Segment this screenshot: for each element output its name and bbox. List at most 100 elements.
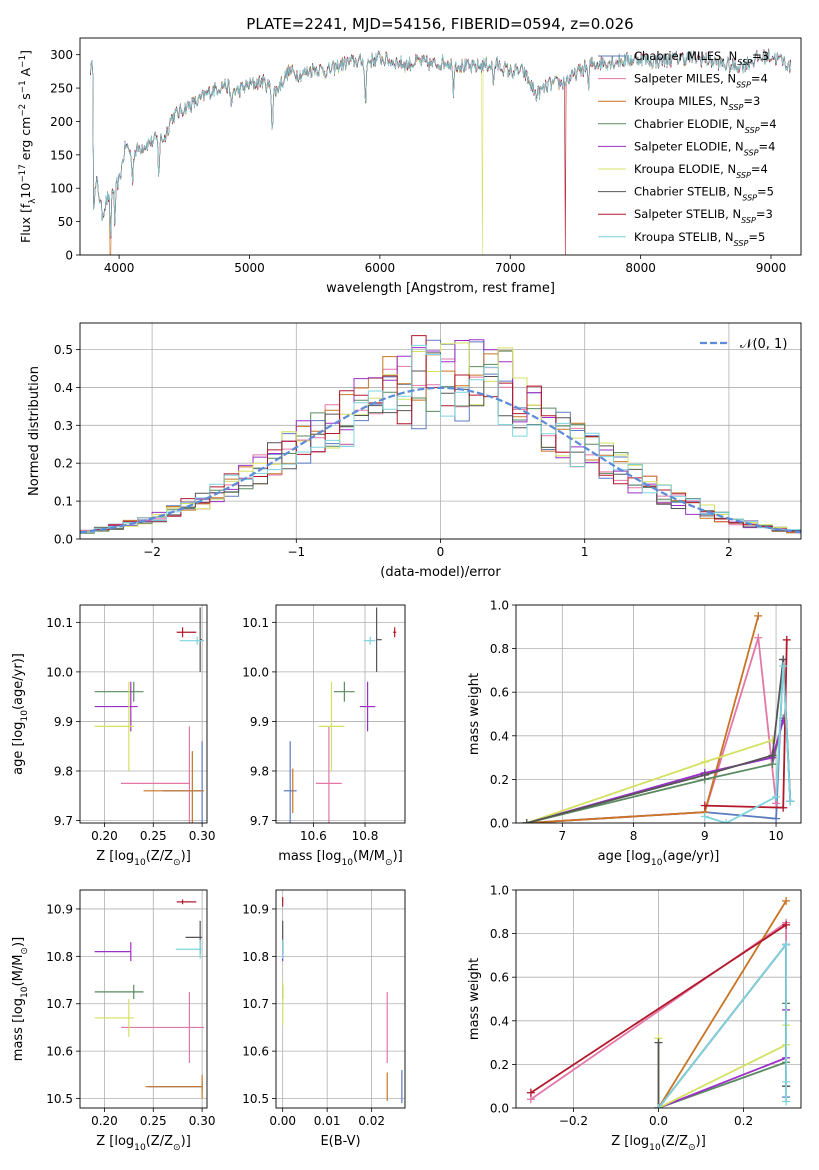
y-tick-label: 250 xyxy=(50,82,73,96)
weight-vs-age-plot-area xyxy=(522,611,795,823)
errorbar-point-6 xyxy=(199,607,203,672)
weight-vs-Z-axes: −0.2 0.0 0.2 0.0 0.2 0.4 0.6 0.8 1.0 Z [log10(Z/Z… xyxy=(467,884,802,1153)
y-tick-label: 10.5 xyxy=(242,1092,269,1106)
spectrum-ylabel-part: s xyxy=(18,93,33,104)
mass-vs-ebv-xlabel: E(B-V) xyxy=(320,1134,360,1149)
y-tick-label: 0.3 xyxy=(54,419,73,433)
age-vs-mass-xlabel-part: ⊙ xyxy=(385,858,393,868)
x-tick-label: 0.20 xyxy=(91,829,118,843)
weight-series-5 xyxy=(657,1025,787,1108)
legend-entry: Kroupa ELODIE, NSSP=4 xyxy=(634,162,768,180)
normal-reference-curve xyxy=(80,386,801,534)
weight-vs-age-xlabel-part: age [log xyxy=(598,849,651,864)
y-tick-label: 0.0 xyxy=(490,1102,509,1116)
weight-vs-age-xlabel-part: 10 xyxy=(651,858,663,868)
x-tick-label: 6000 xyxy=(365,261,396,275)
legend-entry: Salpeter ELODIE, NSSP=4 xyxy=(634,139,775,157)
legend-entry-part: SSP xyxy=(744,148,759,157)
legend-entry-part: =5 xyxy=(748,230,765,244)
y-tick-label: 0.0 xyxy=(54,533,73,547)
errorbar-point-4 xyxy=(94,681,138,732)
errorbar-point-3 xyxy=(94,984,144,999)
y-tick-label: 0.2 xyxy=(490,1058,509,1072)
x-tick-label: 7000 xyxy=(495,261,526,275)
y-tick-label: 150 xyxy=(50,148,73,162)
x-tick-label: 0.0 xyxy=(649,1114,668,1128)
legend-entry-part: =4 xyxy=(751,162,768,176)
y-tick-label: 0.6 xyxy=(490,971,509,985)
weight-series-8 xyxy=(657,941,787,1108)
spectrum-ylabel-part: Flux [f xyxy=(18,203,33,243)
age-vs-Z-xlabel-part: )] xyxy=(181,849,191,864)
errorbar-point-3 xyxy=(334,681,355,702)
x-tick-label: 0.30 xyxy=(189,829,216,843)
legend-entry-part: Salpeter STELIB, N xyxy=(634,207,741,221)
spectrum-ylabel-part: −1 xyxy=(18,80,28,93)
mass-vs-Z-xlabel-part: (Z/Z xyxy=(146,1134,173,1149)
age-vs-Z-axes: 0.20 0.25 0.309.79.89.910.010.1Z [log10(Z/… xyxy=(11,604,216,868)
x-tick-label: −0.2 xyxy=(559,1114,588,1128)
residual-histogram-plot-area xyxy=(80,335,801,534)
y-tick-label: 9.8 xyxy=(54,764,73,778)
y-tick-label: 9.7 xyxy=(250,814,269,828)
y-tick-label: 9.8 xyxy=(250,764,269,778)
y-tick-label: 300 xyxy=(50,48,73,62)
mass-vs-Z-xlabel: Z [log10(Z/Z⊙)] xyxy=(96,1134,191,1153)
age-vs-Z-xlabel: Z [log10(Z/Z⊙)] xyxy=(96,849,191,868)
weight-vs-Z-plot-area xyxy=(526,896,791,1108)
residual-histogram-axes: −2 −1 0 1 2 0.0 0.1 0.2 0.3 0.4 0.5 (data-model)/er… xyxy=(27,322,802,580)
legend-entry-part: =3 xyxy=(752,49,769,63)
weight-series-6 xyxy=(526,659,792,823)
spectrum-ylabel-part: A xyxy=(18,67,33,80)
x-tick-label: 4000 xyxy=(104,261,135,275)
age-vs-Z-xlabel-part: 10 xyxy=(134,858,146,868)
errorbar-point-4 xyxy=(359,681,376,732)
legend-entry-part: Chabrier MILES, N xyxy=(634,49,737,63)
legend-entry-part: SSP xyxy=(736,80,751,89)
legend-entry-part: SSP xyxy=(742,193,757,202)
legend-entry: Kroupa MILES, NSSP=3 xyxy=(634,94,760,112)
errorbar-point-1 xyxy=(315,726,342,823)
x-tick-label: 2 xyxy=(725,545,733,559)
mass-vs-Z-xlabel-part: Z [log xyxy=(96,1134,134,1149)
weight-vs-Z-xlabel-part: )] xyxy=(696,1134,706,1149)
weight-vs-age-frame xyxy=(515,604,802,824)
legend-entry: Kroupa STELIB, NSSP=5 xyxy=(634,230,765,248)
age-vs-mass-xlabel-part: mass [log xyxy=(278,849,341,864)
weight-vs-Z-xlabel-part: 10 xyxy=(649,1143,661,1153)
y-tick-label: 0 xyxy=(65,249,73,263)
age-vs-mass-xlabel-part: (M/M xyxy=(353,849,385,864)
y-tick-label: 10.9 xyxy=(242,902,269,916)
weight-vs-Z-xlabel: Z [log10(Z/Z⊙)] xyxy=(611,1134,706,1153)
y-tick-label: 0.0 xyxy=(490,817,509,831)
legend-entry-part: SSP xyxy=(737,58,752,67)
legend-entry-part: =4 xyxy=(751,72,768,86)
y-tick-label: 10.5 xyxy=(46,1092,73,1106)
weight-vs-age-ylabel: mass weight xyxy=(467,673,482,755)
weight-series-3 xyxy=(658,1003,787,1108)
weight-series-5 xyxy=(526,739,773,823)
age-vs-mass-xlabel-part: 10 xyxy=(341,858,353,868)
age-vs-Z-xlabel-part: Z [log xyxy=(96,849,134,864)
residual-histogram-xlabel: (data-model)/error xyxy=(380,565,501,580)
weight-vs-Z-xlabel-part: Z [log xyxy=(611,1134,649,1149)
x-tick-label: 0.25 xyxy=(140,1114,167,1128)
weight-series-4 xyxy=(658,1009,787,1108)
weight-series-1 xyxy=(526,637,777,823)
legend-entry-part: =4 xyxy=(760,117,777,131)
errorbar-point-7 xyxy=(176,627,197,638)
x-tick-label: 0.25 xyxy=(140,829,167,843)
y-tick-label: 10.8 xyxy=(242,950,269,964)
age-vs-Z-ylabel-part: (age/yr)] xyxy=(11,653,26,710)
y-tick-label: 0.4 xyxy=(490,1014,509,1028)
spectrum-ylabel-part: −2 xyxy=(18,104,28,117)
residual-histogram-ylabel: Normed distribution xyxy=(27,366,42,496)
x-tick-label: 7 xyxy=(558,829,566,843)
y-tick-label: 0.6 xyxy=(490,686,509,700)
y-tick-label: 9.9 xyxy=(250,715,269,729)
x-tick-label: 5000 xyxy=(234,261,265,275)
legend-entry-part: Chabrier STELIB, N xyxy=(634,185,742,199)
